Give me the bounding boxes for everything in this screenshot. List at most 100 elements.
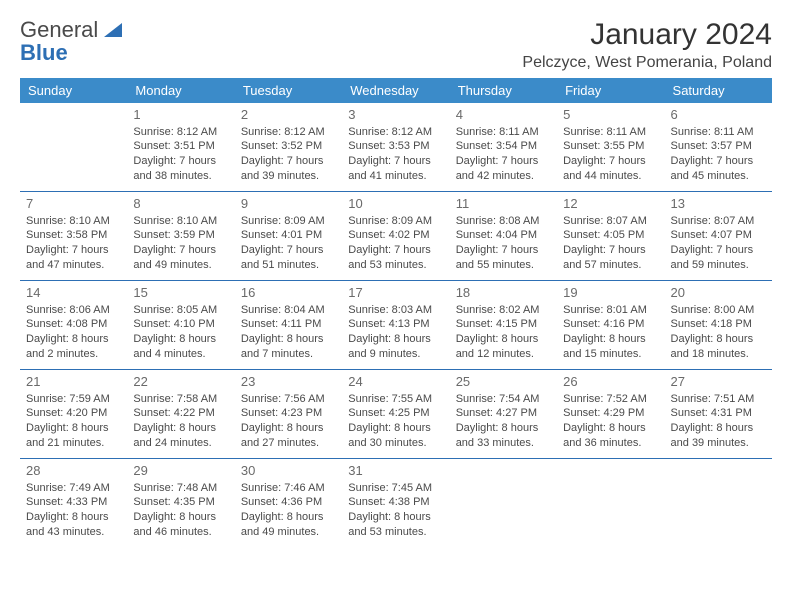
day-number: 2 — [241, 106, 336, 124]
sunrise-text: Sunrise: 7:48 AM — [133, 481, 228, 496]
daylight-text: and 24 minutes. — [133, 436, 228, 451]
sunset-text: Sunset: 4:05 PM — [563, 228, 658, 243]
daylight-text: and 55 minutes. — [456, 258, 551, 273]
day-cell: 9Sunrise: 8:09 AMSunset: 4:01 PMDaylight… — [235, 192, 342, 280]
day-number: 29 — [133, 462, 228, 480]
daylight-text: Daylight: 8 hours — [348, 421, 443, 436]
day-cell: 17Sunrise: 8:03 AMSunset: 4:13 PMDayligh… — [342, 281, 449, 369]
daylight-text: and 49 minutes. — [133, 258, 228, 273]
sunset-text: Sunset: 4:35 PM — [133, 495, 228, 510]
daylight-text: and 4 minutes. — [133, 347, 228, 362]
day-header-thursday: Thursday — [450, 78, 557, 103]
day-number: 19 — [563, 284, 658, 302]
daylight-text: and 49 minutes. — [241, 525, 336, 540]
header-row: General Blue January 2024 Pelczyce, West… — [20, 18, 772, 72]
daylight-text: and 7 minutes. — [241, 347, 336, 362]
logo-triangle-icon — [104, 23, 122, 37]
day-cell: 29Sunrise: 7:48 AMSunset: 4:35 PMDayligh… — [127, 459, 234, 547]
day-cell: 18Sunrise: 8:02 AMSunset: 4:15 PMDayligh… — [450, 281, 557, 369]
daylight-text: Daylight: 8 hours — [26, 421, 121, 436]
daylight-text: Daylight: 8 hours — [241, 421, 336, 436]
day-header-wednesday: Wednesday — [342, 78, 449, 103]
day-number: 30 — [241, 462, 336, 480]
sunrise-text: Sunrise: 7:55 AM — [348, 392, 443, 407]
day-number: 15 — [133, 284, 228, 302]
daylight-text: Daylight: 8 hours — [133, 510, 228, 525]
sunrise-text: Sunrise: 7:52 AM — [563, 392, 658, 407]
daylight-text: and 44 minutes. — [563, 169, 658, 184]
sunrise-text: Sunrise: 8:00 AM — [671, 303, 766, 318]
daylight-text: and 12 minutes. — [456, 347, 551, 362]
day-number: 17 — [348, 284, 443, 302]
daylight-text: Daylight: 8 hours — [133, 332, 228, 347]
day-number: 11 — [456, 195, 551, 213]
sunset-text: Sunset: 3:53 PM — [348, 139, 443, 154]
daylight-text: and 41 minutes. — [348, 169, 443, 184]
sunrise-text: Sunrise: 8:04 AM — [241, 303, 336, 318]
daylight-text: and 47 minutes. — [26, 258, 121, 273]
daylight-text: Daylight: 7 hours — [563, 154, 658, 169]
daylight-text: and 39 minutes. — [671, 436, 766, 451]
sunrise-text: Sunrise: 7:59 AM — [26, 392, 121, 407]
day-number: 28 — [26, 462, 121, 480]
daylight-text: Daylight: 8 hours — [241, 510, 336, 525]
sunrise-text: Sunrise: 8:12 AM — [241, 125, 336, 140]
day-number: 6 — [671, 106, 766, 124]
location-text: Pelczyce, West Pomerania, Poland — [522, 54, 772, 72]
day-cell: 24Sunrise: 7:55 AMSunset: 4:25 PMDayligh… — [342, 370, 449, 458]
day-number: 10 — [348, 195, 443, 213]
daylight-text: and 51 minutes. — [241, 258, 336, 273]
day-number: 8 — [133, 195, 228, 213]
sunrise-text: Sunrise: 8:07 AM — [671, 214, 766, 229]
daylight-text: and 45 minutes. — [671, 169, 766, 184]
sunset-text: Sunset: 3:58 PM — [26, 228, 121, 243]
day-cell — [665, 459, 772, 547]
brand-line1: General — [20, 17, 98, 42]
day-cell: 27Sunrise: 7:51 AMSunset: 4:31 PMDayligh… — [665, 370, 772, 458]
sunrise-text: Sunrise: 8:11 AM — [456, 125, 551, 140]
sunset-text: Sunset: 3:52 PM — [241, 139, 336, 154]
week-row: 28Sunrise: 7:49 AMSunset: 4:33 PMDayligh… — [20, 459, 772, 547]
daylight-text: Daylight: 8 hours — [26, 332, 121, 347]
day-cell — [450, 459, 557, 547]
day-number: 21 — [26, 373, 121, 391]
sunrise-text: Sunrise: 8:02 AM — [456, 303, 551, 318]
day-number: 18 — [456, 284, 551, 302]
sunrise-text: Sunrise: 8:07 AM — [563, 214, 658, 229]
day-cell: 20Sunrise: 8:00 AMSunset: 4:18 PMDayligh… — [665, 281, 772, 369]
day-cell — [20, 103, 127, 191]
sunset-text: Sunset: 4:20 PM — [26, 406, 121, 421]
day-cell: 13Sunrise: 8:07 AMSunset: 4:07 PMDayligh… — [665, 192, 772, 280]
day-number: 3 — [348, 106, 443, 124]
daylight-text: Daylight: 7 hours — [26, 243, 121, 258]
day-number: 23 — [241, 373, 336, 391]
daylight-text: Daylight: 8 hours — [563, 332, 658, 347]
day-cell: 6Sunrise: 8:11 AMSunset: 3:57 PMDaylight… — [665, 103, 772, 191]
sunrise-text: Sunrise: 8:06 AM — [26, 303, 121, 318]
daylight-text: Daylight: 8 hours — [348, 510, 443, 525]
sunrise-text: Sunrise: 8:11 AM — [671, 125, 766, 140]
sunrise-text: Sunrise: 8:10 AM — [133, 214, 228, 229]
sunrise-text: Sunrise: 7:46 AM — [241, 481, 336, 496]
day-cell: 31Sunrise: 7:45 AMSunset: 4:38 PMDayligh… — [342, 459, 449, 547]
day-header-saturday: Saturday — [665, 78, 772, 103]
daylight-text: Daylight: 7 hours — [671, 243, 766, 258]
daylight-text: Daylight: 8 hours — [671, 421, 766, 436]
day-number: 5 — [563, 106, 658, 124]
sunset-text: Sunset: 4:16 PM — [563, 317, 658, 332]
daylight-text: Daylight: 8 hours — [133, 421, 228, 436]
daylight-text: Daylight: 8 hours — [671, 332, 766, 347]
daylight-text: Daylight: 8 hours — [456, 421, 551, 436]
day-number: 12 — [563, 195, 658, 213]
week-row: 21Sunrise: 7:59 AMSunset: 4:20 PMDayligh… — [20, 370, 772, 459]
daylight-text: Daylight: 8 hours — [563, 421, 658, 436]
sunset-text: Sunset: 4:36 PM — [241, 495, 336, 510]
sunrise-text: Sunrise: 8:09 AM — [348, 214, 443, 229]
day-cell: 12Sunrise: 8:07 AMSunset: 4:05 PMDayligh… — [557, 192, 664, 280]
sunset-text: Sunset: 4:01 PM — [241, 228, 336, 243]
day-number: 22 — [133, 373, 228, 391]
daylight-text: and 43 minutes. — [26, 525, 121, 540]
day-number: 14 — [26, 284, 121, 302]
day-number: 31 — [348, 462, 443, 480]
day-cell: 11Sunrise: 8:08 AMSunset: 4:04 PMDayligh… — [450, 192, 557, 280]
